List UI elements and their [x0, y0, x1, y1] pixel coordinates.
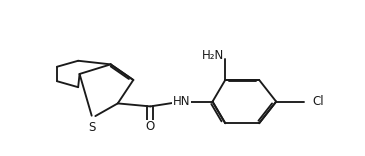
Text: Cl: Cl [312, 95, 324, 108]
Text: S: S [89, 121, 96, 134]
Text: O: O [146, 120, 155, 133]
Text: H₂N: H₂N [201, 49, 224, 62]
Text: HN: HN [173, 95, 190, 108]
